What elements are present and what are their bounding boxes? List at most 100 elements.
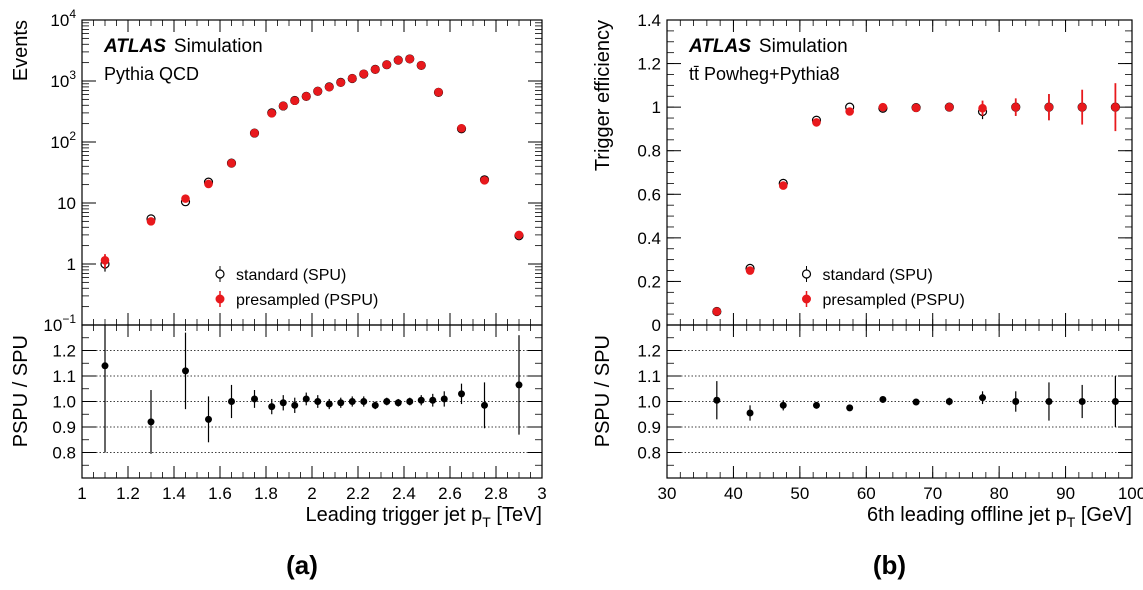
panel-label: (a) xyxy=(286,550,318,580)
pspu-point xyxy=(227,158,236,168)
y-tick-label: 1 xyxy=(67,255,76,274)
x-tick-label: 100 xyxy=(1118,484,1143,503)
pspu-point xyxy=(745,266,755,275)
pspu-point xyxy=(405,54,415,64)
legend-label-standard: standard (SPU) xyxy=(823,267,933,284)
ratio-point xyxy=(360,398,368,405)
ratio-point xyxy=(279,399,287,407)
y-tick-label: 10 xyxy=(57,194,76,213)
pspu-point xyxy=(945,102,954,112)
x-tick-label: 80 xyxy=(990,484,1009,503)
y-tick-label: 0 xyxy=(652,316,661,335)
legend-marker-standard xyxy=(215,269,225,279)
ratio-point xyxy=(481,401,488,409)
x-tick-label: 60 xyxy=(857,484,876,503)
pspu-point xyxy=(278,101,288,111)
legend-label-presampled: presampled (PSPU) xyxy=(823,292,965,309)
y-axis-title: Events xyxy=(10,20,32,81)
x-tick-label: 40 xyxy=(724,484,743,503)
pspu-point xyxy=(434,87,443,97)
ratio-point xyxy=(291,401,299,409)
ratio-point xyxy=(515,381,523,389)
pspu-point xyxy=(370,65,380,74)
x-tick-label: 1.8 xyxy=(254,484,278,503)
pspu-point xyxy=(416,60,426,70)
ratio-point xyxy=(779,401,787,409)
y-tick-label: 1.2 xyxy=(637,55,661,74)
ratio-point xyxy=(302,395,310,403)
ratio-point xyxy=(846,404,854,412)
pspu-point xyxy=(778,181,788,190)
pspu-point xyxy=(393,55,403,65)
y-tick-label: 0.6 xyxy=(637,185,661,204)
x-tick-label: 1.2 xyxy=(116,484,140,503)
y-tick-label: 103 xyxy=(50,68,76,91)
legend-label-standard: standard (SPU) xyxy=(236,267,346,284)
pspu-point xyxy=(267,109,277,118)
x-tick-label: 1.6 xyxy=(208,484,232,503)
x-tick-label: 3 xyxy=(537,484,546,503)
ratio-y-tick-label: 1.1 xyxy=(52,367,76,386)
pspu-point xyxy=(359,69,369,79)
panel-b: 30 40 50 60 70 80 90 100 0 0.2 0.4 0.6 0.8 1 1.2 1.4 0.8… xyxy=(592,11,1143,580)
ratio-point xyxy=(746,409,754,417)
ratio-point xyxy=(912,398,920,406)
pspu-point xyxy=(324,82,334,92)
pspu-point xyxy=(457,123,466,133)
ratio-point xyxy=(429,396,437,404)
ratio-point xyxy=(182,367,189,375)
ratio-point xyxy=(348,398,356,405)
x-tick-label: 1 xyxy=(77,484,86,503)
pspu-point xyxy=(347,74,357,83)
pspu-point xyxy=(1011,102,1021,112)
ratio-point xyxy=(1111,398,1119,405)
pspu-point xyxy=(480,176,489,185)
pspu-point xyxy=(146,217,156,226)
pspu-point xyxy=(1044,102,1054,112)
pspu-point xyxy=(878,102,888,112)
y-tick-label: 102 xyxy=(50,129,76,152)
pspu-point xyxy=(1077,102,1087,112)
ratio-point xyxy=(383,398,391,405)
x-tick-label: 2.2 xyxy=(346,484,370,503)
ratio-point xyxy=(879,395,887,403)
ratio-point xyxy=(314,398,322,405)
pspu-point xyxy=(712,307,722,316)
ratio-y-tick-label: 0.9 xyxy=(637,418,661,437)
ratio-point xyxy=(228,398,235,405)
x-tick-label: 2.6 xyxy=(438,484,462,503)
y-axis-title: Trigger efficiency xyxy=(592,20,614,171)
ratio-point xyxy=(268,403,276,411)
pspu-point xyxy=(1111,102,1120,112)
x-tick-label: 2.8 xyxy=(484,484,508,503)
ratio-y-tick-label: 1.0 xyxy=(637,393,661,412)
x-tick-label: 70 xyxy=(923,484,942,503)
panel-label: (b) xyxy=(873,550,906,580)
y-tick-label: 10−1 xyxy=(43,312,76,335)
pspu-point xyxy=(181,194,190,203)
ratio-point xyxy=(325,400,333,408)
y-tick-label: 104 xyxy=(50,7,76,30)
ratio-point xyxy=(1012,398,1020,405)
y-tick-label: 1.4 xyxy=(637,11,661,30)
pspu-point xyxy=(100,255,110,265)
ratio-y-tick-label: 1.1 xyxy=(637,367,661,386)
ratio-point xyxy=(205,415,212,423)
ratio-point xyxy=(371,401,379,409)
ratio-y-axis-title: PSPU / SPU xyxy=(592,335,614,447)
ratio-point xyxy=(394,399,402,407)
pspu-point xyxy=(911,103,921,113)
pspu-point xyxy=(978,103,987,113)
pspu-point xyxy=(290,96,300,106)
pspu-point xyxy=(336,78,346,87)
ratio-point xyxy=(945,398,953,405)
y-tick-label: 0.4 xyxy=(637,229,661,248)
x-tick-label: 50 xyxy=(790,484,809,503)
ratio-y-tick-label: 1.2 xyxy=(637,342,661,361)
ratio-point xyxy=(417,396,425,404)
sample-label: Pythia QCD xyxy=(104,64,199,84)
pspu-point xyxy=(812,118,821,127)
x-tick-label: 90 xyxy=(1056,484,1075,503)
pspu-point xyxy=(313,86,323,96)
x-tick-label: 2 xyxy=(307,484,316,503)
